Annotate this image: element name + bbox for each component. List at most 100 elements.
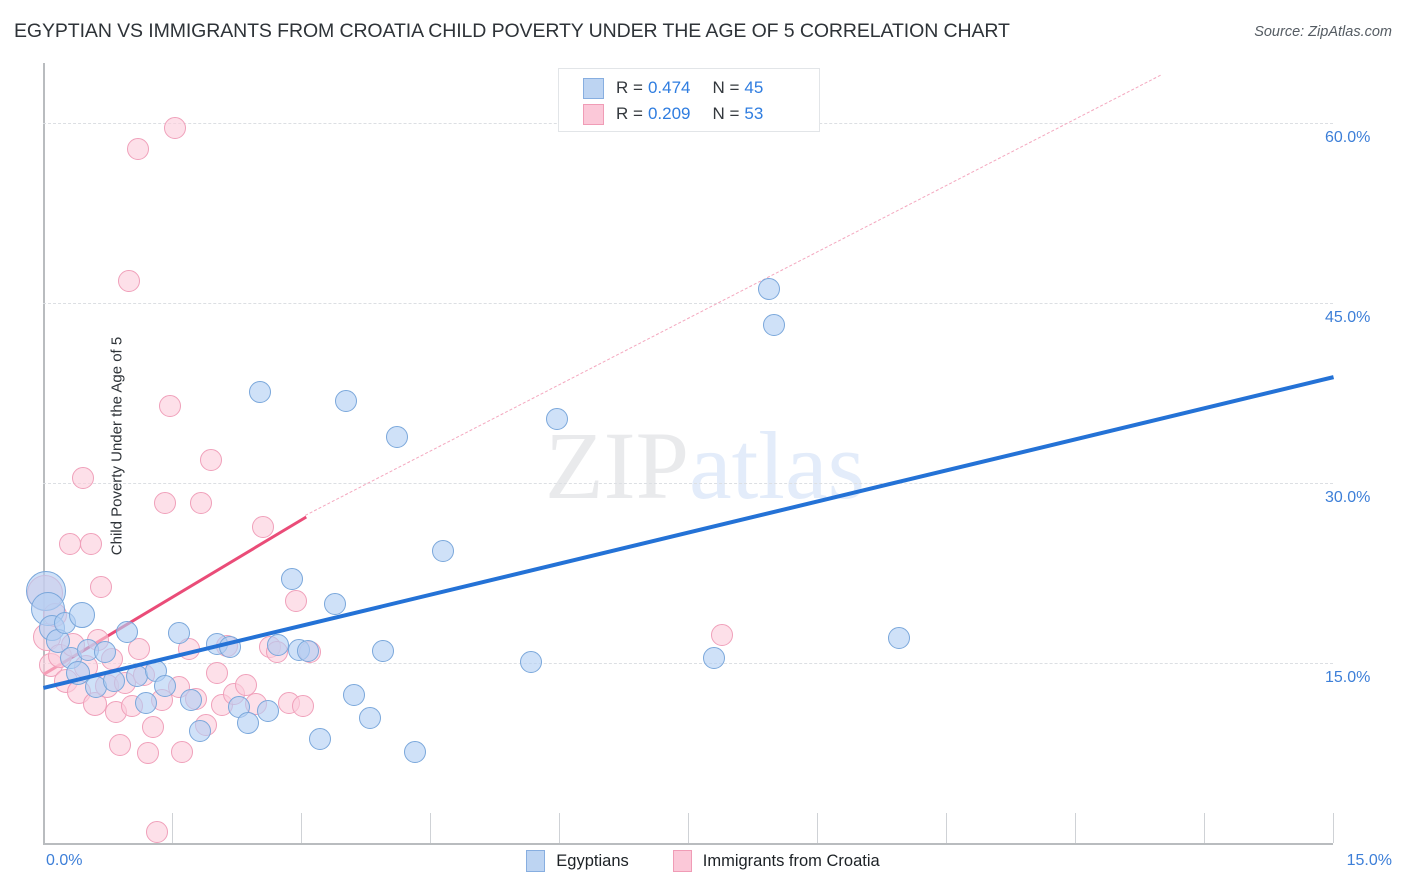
scatter-point-egyptians[interactable] — [66, 660, 91, 685]
scatter-point-egyptians[interactable] — [257, 700, 280, 722]
scatter-point-egyptians[interactable] — [189, 720, 212, 743]
x-tick-mark — [559, 813, 560, 843]
scatter-point-egyptians[interactable] — [358, 707, 381, 730]
scatter-point-egyptians[interactable] — [68, 602, 95, 628]
scatter-point-egyptians[interactable] — [93, 641, 116, 664]
scatter-point-croatia[interactable] — [90, 576, 113, 599]
trendline-egyptians — [43, 374, 1334, 690]
scatter-point-croatia[interactable] — [284, 589, 307, 612]
scatter-point-croatia[interactable] — [145, 821, 168, 844]
series-label-egyptians: Egyptians — [556, 851, 629, 870]
scatter-point-egyptians[interactable] — [324, 593, 347, 616]
scatter-point-egyptians[interactable] — [179, 689, 202, 712]
legend-n-label-egyptians: N = — [712, 78, 740, 97]
scatter-point-egyptians[interactable] — [386, 426, 409, 449]
legend-r-label-croatia: R = — [616, 104, 643, 123]
scatter-point-croatia[interactable] — [126, 138, 149, 161]
scatter-point-egyptians[interactable] — [520, 650, 543, 673]
legend-swatch-croatia — [583, 103, 604, 125]
y-tick-label: 60.0% — [1325, 129, 1371, 146]
scatter-point-egyptians[interactable] — [702, 647, 725, 670]
scatter-point-egyptians[interactable] — [403, 740, 426, 763]
legend-n-value-croatia: 53 — [744, 104, 764, 123]
scatter-point-croatia[interactable] — [159, 395, 182, 418]
series-label-croatia: Immigrants from Croatia — [702, 851, 880, 870]
scatter-point-egyptians[interactable] — [334, 390, 357, 413]
scatter-point-croatia[interactable] — [199, 449, 222, 472]
scatter-point-egyptians[interactable] — [154, 674, 177, 697]
legend-r-label-egyptians: R = — [616, 78, 643, 97]
legend-r-value-croatia: 0.209 — [647, 104, 691, 123]
series-swatch-croatia — [672, 850, 692, 872]
scatter-point-croatia[interactable] — [171, 740, 194, 763]
scatter-point-croatia[interactable] — [136, 742, 159, 764]
scatter-point-egyptians[interactable] — [431, 540, 454, 563]
legend-n-value-egyptians: 45 — [744, 78, 764, 97]
stats-legend: R = 0.474 N = 45 R = 0.209 N = 53 — [558, 68, 820, 132]
legend-swatch-egyptians — [583, 77, 604, 99]
scatter-point-egyptians[interactable] — [266, 634, 289, 656]
legend-r-value-egyptians: 0.474 — [647, 78, 691, 97]
scatter-point-croatia[interactable] — [252, 516, 275, 539]
scatter-point-croatia[interactable] — [205, 661, 228, 684]
y-tick-label: 15.0% — [1325, 669, 1371, 686]
scatter-point-croatia[interactable] — [58, 533, 81, 556]
gridline-y — [43, 303, 1333, 304]
series-swatch-egyptians — [526, 850, 546, 872]
scatter-point-egyptians[interactable] — [308, 727, 331, 750]
scatter-point-egyptians[interactable] — [763, 313, 785, 336]
scatter-point-egyptians[interactable] — [116, 620, 139, 643]
x-tick-mark — [1075, 813, 1076, 843]
x-tick-mark — [430, 813, 431, 843]
page-title: EGYPTIAN VS IMMIGRANTS FROM CROATIA CHIL… — [14, 20, 1010, 42]
scatter-point-croatia[interactable] — [71, 467, 94, 490]
series-legend: Egyptians Immigrants from Croatia — [0, 850, 1406, 872]
scatter-point-egyptians[interactable] — [248, 380, 271, 403]
x-tick-mark — [172, 813, 173, 843]
scatter-point-croatia[interactable] — [190, 492, 213, 515]
x-tick-mark — [1333, 813, 1334, 843]
scatter-point-croatia[interactable] — [80, 533, 103, 556]
scatter-point-egyptians[interactable] — [546, 408, 569, 431]
x-tick-mark — [817, 813, 818, 843]
stats-legend-row-egyptians: R = 0.474 N = 45 — [583, 75, 763, 101]
y-axis-line — [43, 63, 45, 844]
scatter-point-croatia[interactable] — [163, 116, 186, 139]
x-axis-line — [43, 843, 1333, 845]
x-tick-mark — [946, 813, 947, 843]
scatter-point-egyptians[interactable] — [219, 636, 242, 659]
scatter-point-croatia[interactable] — [142, 715, 165, 738]
stats-legend-row-croatia: R = 0.209 N = 53 — [583, 101, 763, 127]
scatter-point-egyptians[interactable] — [281, 568, 304, 590]
scatter-point-egyptians[interactable] — [343, 684, 366, 707]
scatter-point-croatia[interactable] — [234, 673, 257, 696]
scatter-point-croatia[interactable] — [291, 695, 314, 718]
scatter-point-croatia[interactable] — [178, 637, 201, 660]
x-tick-mark — [688, 813, 689, 843]
scatter-point-egyptians[interactable] — [757, 277, 780, 300]
scatter-point-egyptians[interactable] — [236, 712, 259, 734]
scatter-point-croatia[interactable] — [118, 270, 140, 293]
scatter-point-egyptians[interactable] — [887, 626, 910, 649]
scatter-point-croatia[interactable] — [109, 733, 132, 756]
gridline-y — [43, 483, 1333, 484]
x-tick-label-min: 0.0% — [46, 852, 83, 869]
x-tick-label-max: 15.0% — [1346, 852, 1392, 869]
scatter-point-egyptians[interactable] — [135, 691, 158, 714]
scatter-point-egyptians[interactable] — [371, 640, 394, 662]
series-legend-item-egyptians[interactable]: Egyptians — [526, 850, 629, 872]
scatter-point-croatia[interactable] — [128, 637, 151, 660]
y-tick-label: 30.0% — [1325, 489, 1371, 506]
plot-area — [25, 63, 1334, 844]
series-legend-item-croatia[interactable]: Immigrants from Croatia — [672, 850, 880, 872]
y-tick-label: 45.0% — [1325, 309, 1371, 326]
x-tick-mark — [301, 813, 302, 843]
source-attribution: Source: ZipAtlas.com — [1254, 24, 1392, 40]
scatter-point-egyptians[interactable] — [296, 640, 319, 662]
scatter-point-croatia[interactable] — [154, 492, 177, 515]
scatter-point-egyptians[interactable] — [103, 670, 126, 692]
scatter-point-egyptians[interactable] — [167, 622, 190, 644]
gridline-y — [43, 663, 1333, 664]
scatter-point-croatia[interactable] — [711, 624, 734, 647]
